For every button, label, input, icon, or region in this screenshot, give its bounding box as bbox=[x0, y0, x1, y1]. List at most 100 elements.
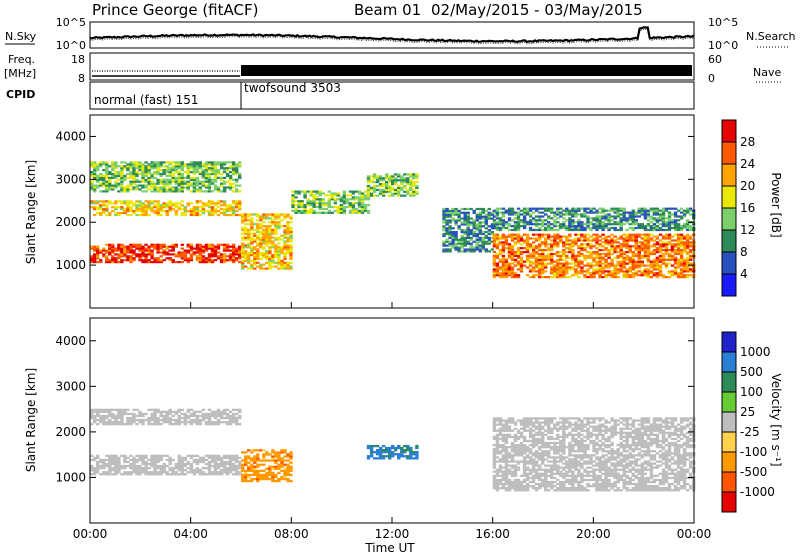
power-cell bbox=[180, 174, 184, 177]
power-cell bbox=[171, 249, 175, 252]
power-cell bbox=[300, 205, 304, 209]
velocity-cell bbox=[265, 471, 269, 475]
power-cell bbox=[268, 261, 272, 264]
velocity-cell bbox=[213, 421, 218, 424]
power-cell bbox=[655, 241, 660, 244]
power-cell bbox=[96, 163, 100, 166]
noise-search-trace bbox=[89, 28, 695, 45]
power-cell bbox=[619, 221, 623, 224]
power-cell bbox=[93, 257, 97, 260]
velocity-cell bbox=[135, 460, 139, 464]
power-cell bbox=[619, 247, 623, 250]
power-cell bbox=[271, 257, 275, 260]
power-cell bbox=[568, 233, 572, 236]
velocity-cell bbox=[159, 469, 163, 472]
velocity-cell bbox=[274, 479, 278, 483]
velocity-cell bbox=[289, 457, 293, 460]
power-cell bbox=[525, 245, 530, 248]
power-cell bbox=[228, 245, 233, 248]
power-cell bbox=[171, 178, 175, 181]
power-cell bbox=[516, 219, 521, 222]
power-cell bbox=[595, 264, 599, 267]
power-cell bbox=[265, 236, 269, 239]
power-cell bbox=[210, 163, 215, 166]
power-cell bbox=[492, 256, 497, 259]
power-cell bbox=[144, 247, 148, 250]
power-cell bbox=[378, 188, 383, 191]
power-cell bbox=[604, 266, 608, 269]
power-cell bbox=[652, 223, 657, 226]
velocity-cell bbox=[492, 425, 497, 428]
power-cell bbox=[213, 251, 218, 254]
velocity-cell bbox=[231, 454, 236, 457]
power-cell bbox=[646, 241, 651, 244]
power-cell bbox=[577, 219, 581, 222]
power-cell bbox=[658, 247, 663, 250]
power-cell bbox=[631, 245, 635, 248]
power-cell bbox=[265, 267, 269, 270]
power-cell bbox=[598, 270, 602, 273]
velocity-cell bbox=[120, 416, 124, 420]
power-cell bbox=[562, 221, 566, 224]
power-cell bbox=[531, 241, 536, 244]
power-cell bbox=[622, 252, 626, 256]
power-cell bbox=[634, 211, 638, 214]
power-cell bbox=[550, 256, 554, 259]
power-cell bbox=[478, 215, 482, 218]
power-cell bbox=[519, 219, 524, 222]
power-cell bbox=[99, 165, 103, 168]
power-cell bbox=[516, 235, 521, 238]
power-cell bbox=[525, 233, 530, 236]
velocity-cell bbox=[498, 419, 503, 422]
power-cell bbox=[90, 163, 94, 166]
velocity-cell bbox=[150, 473, 154, 476]
power-cell bbox=[568, 219, 572, 222]
power-cell bbox=[457, 225, 461, 228]
power-colorbar-label: Power [dB] bbox=[769, 172, 783, 237]
power-cell bbox=[565, 241, 569, 244]
velocity-cell bbox=[123, 408, 127, 411]
power-cell bbox=[544, 219, 548, 222]
power-cell bbox=[189, 202, 194, 205]
power-cell bbox=[469, 236, 473, 239]
power-cell bbox=[457, 240, 461, 243]
power-cell bbox=[565, 228, 569, 232]
velocity-cell bbox=[504, 423, 509, 426]
power-cell bbox=[689, 241, 693, 244]
velocity-cell bbox=[507, 489, 512, 492]
velocity-cell bbox=[195, 423, 200, 426]
power-cell bbox=[406, 181, 410, 184]
velocity-cell bbox=[498, 460, 503, 463]
power-cell bbox=[682, 262, 687, 265]
power-cell bbox=[363, 209, 368, 212]
power-cell bbox=[628, 235, 632, 238]
velocity-cell bbox=[507, 417, 512, 420]
velocity-cell bbox=[198, 410, 203, 413]
power-cell bbox=[244, 213, 248, 216]
power-cell bbox=[670, 247, 675, 250]
velocity-cell bbox=[400, 446, 404, 450]
velocity-cell bbox=[495, 480, 500, 484]
beam-label: Beam 01 bbox=[354, 1, 421, 19]
power-cell bbox=[522, 247, 527, 250]
power-cell bbox=[463, 238, 467, 241]
velocity-cell bbox=[510, 470, 515, 473]
power-cell bbox=[507, 207, 512, 210]
power-cell bbox=[183, 186, 187, 189]
power-cell bbox=[406, 173, 410, 176]
power-cell bbox=[655, 249, 660, 252]
velocity-cell bbox=[268, 459, 272, 462]
velocity-cell bbox=[138, 410, 142, 413]
velocity-cell bbox=[498, 431, 503, 434]
velocity-cell bbox=[132, 471, 136, 474]
power-cell bbox=[601, 268, 605, 271]
power-cell bbox=[189, 210, 194, 213]
power-cell bbox=[135, 243, 139, 246]
power-cell bbox=[601, 272, 605, 275]
power-cell bbox=[553, 219, 557, 222]
power-cell bbox=[634, 270, 638, 273]
power-y-tick-label: 1000 bbox=[55, 258, 86, 272]
power-cell bbox=[238, 184, 242, 187]
power-cell bbox=[577, 228, 581, 232]
